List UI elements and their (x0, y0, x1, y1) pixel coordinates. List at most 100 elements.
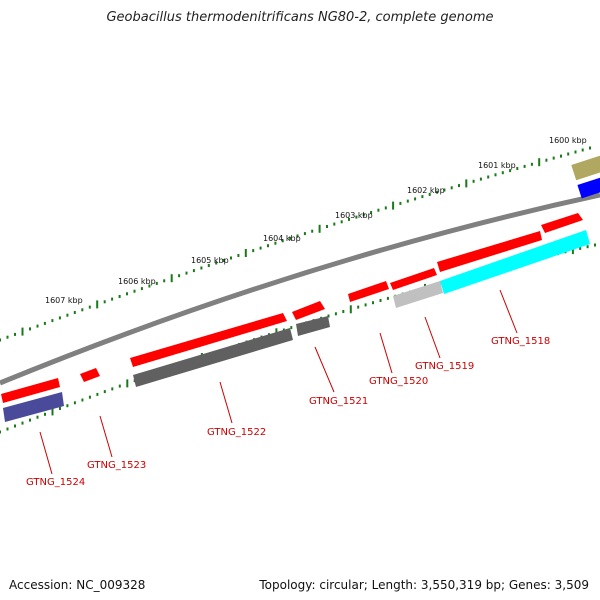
minor-tick (81, 308, 84, 312)
minor-tick (66, 404, 69, 408)
gray-feature-1522 (133, 328, 293, 387)
navy-feature (3, 392, 64, 422)
minor-tick (501, 171, 504, 175)
minor-tick (148, 284, 151, 288)
minor-tick (289, 236, 292, 240)
minor-tick (458, 184, 460, 188)
minor-tick (103, 300, 106, 304)
minor-tick (259, 246, 262, 250)
minor-tick (29, 418, 31, 422)
minor-tick (36, 415, 39, 419)
minor-tick (207, 264, 210, 267)
minor-tick (133, 289, 136, 293)
minor-tick (58, 316, 61, 320)
minor-tick (472, 179, 475, 183)
minor-tick (0, 338, 1, 342)
major-tick (244, 249, 247, 257)
minor-tick (185, 271, 188, 275)
minor-tick (450, 186, 453, 190)
major-tick (392, 201, 395, 210)
minor-tick (0, 430, 1, 434)
minor-tick (126, 292, 128, 296)
minor-tick (579, 246, 582, 250)
scale-label: 1602 kbp (407, 186, 445, 195)
gene-label: GTNG_1518 (491, 336, 550, 347)
minor-tick (372, 301, 374, 305)
minor-tick (267, 244, 269, 248)
minor-tick (6, 335, 9, 339)
major-tick (51, 407, 54, 416)
minor-tick (252, 249, 255, 253)
minor-tick (594, 243, 596, 247)
light-gray-feature (393, 281, 443, 308)
minor-tick (296, 234, 299, 238)
minor-tick (21, 421, 24, 425)
minor-tick (552, 156, 555, 160)
minor-tick (357, 305, 360, 309)
minor-tick (111, 387, 114, 391)
minor-tick (281, 239, 284, 243)
minor-tick (384, 206, 387, 210)
gene-label: GTNG_1520 (369, 376, 428, 387)
scale-label: 1606 kbp (118, 277, 156, 286)
olive-feature (571, 155, 600, 181)
major-tick (571, 246, 574, 255)
scale-label: 1603 kbp (335, 211, 373, 220)
minor-tick (14, 424, 16, 428)
minor-tick (581, 148, 584, 152)
blue-feature (577, 177, 600, 199)
major-tick (170, 274, 173, 283)
minor-tick (111, 297, 114, 301)
minor-tick (399, 201, 402, 205)
minor-tick (487, 175, 490, 179)
minor-tick (364, 303, 367, 307)
minor-tick (406, 199, 409, 203)
minor-tick (73, 401, 76, 405)
minor-tick (414, 197, 417, 201)
minor-tick (355, 215, 358, 219)
gene-label: GTNG_1519 (415, 361, 474, 372)
minor-tick (348, 217, 350, 221)
minor-tick (494, 173, 497, 177)
minor-tick (386, 296, 389, 300)
scale-label: 1607 kbp (45, 296, 83, 305)
top-scale-ticks (0, 146, 591, 342)
cds-gtng-1524-arrow (1, 378, 60, 403)
minor-tick (370, 211, 373, 214)
minor-tick (436, 190, 439, 194)
gene-label: GTNG_1522 (207, 427, 266, 438)
major-tick (126, 379, 129, 388)
gene-label: GTNG_1524 (26, 477, 85, 488)
minor-tick (59, 407, 61, 410)
minor-tick (567, 152, 570, 156)
minor-tick (589, 146, 591, 150)
major-tick (349, 305, 352, 314)
minor-tick (327, 314, 330, 318)
cds-gtng-1518-arrow (437, 213, 583, 272)
minor-tick (14, 332, 16, 336)
scale-label: 1605 kbp (191, 256, 229, 265)
minor-tick (44, 412, 46, 416)
map-title: Geobacillus thermodenitrificans NG80-2, … (106, 10, 494, 25)
minor-tick (362, 213, 365, 217)
minor-tick (516, 167, 519, 170)
minor-tick (88, 305, 91, 309)
minor-tick (334, 312, 337, 316)
scale-label: 1600 kbp (549, 136, 587, 145)
genome-backbone (0, 192, 600, 386)
minor-tick (215, 261, 218, 265)
minor-tick (192, 269, 195, 273)
major-tick (21, 327, 24, 336)
minor-tick (29, 327, 31, 331)
minor-tick (574, 150, 577, 154)
minor-tick (340, 220, 343, 224)
gene-label: GTNG_1521 (309, 396, 368, 407)
label-leader-lines (39, 289, 518, 475)
minor-tick (66, 313, 69, 317)
minor-tick (103, 390, 106, 394)
gray-feature-1521 (296, 316, 330, 336)
minor-tick (43, 321, 46, 325)
minor-tick (163, 279, 166, 283)
minor-tick (51, 319, 54, 323)
minor-tick (545, 158, 548, 162)
